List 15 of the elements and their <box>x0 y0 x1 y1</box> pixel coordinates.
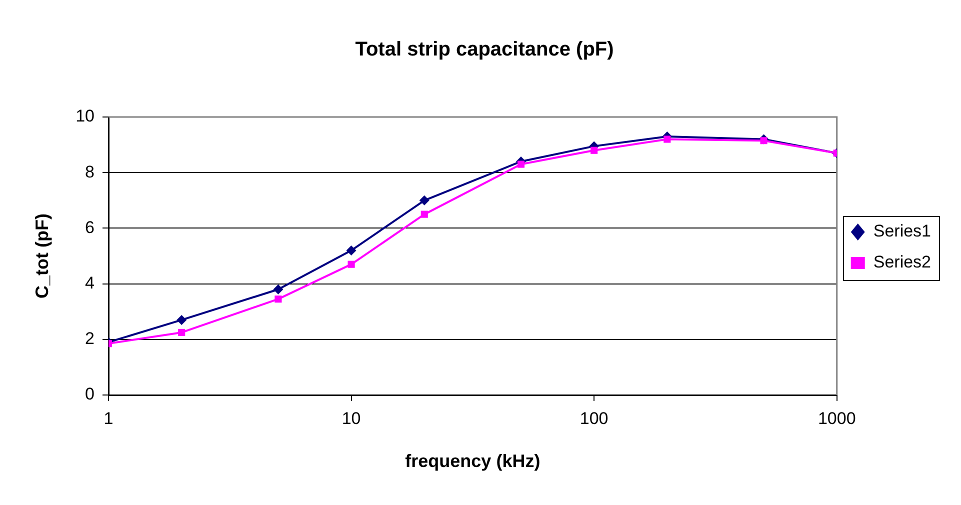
y-axis-title: C_tot (pF) <box>32 214 52 298</box>
y-tick-label: 10 <box>76 106 95 126</box>
x-tick-label: 10 <box>342 408 361 428</box>
legend-label: Series2 <box>873 252 931 272</box>
x-axis-title: frequency (kHz) <box>405 451 540 472</box>
y-tick-label: 0 <box>85 384 95 404</box>
x-tick-label: 100 <box>580 408 608 428</box>
y-tick-label: 4 <box>85 273 95 292</box>
x-tick-label: 1000 <box>818 408 856 428</box>
y-tick-label: 6 <box>85 218 95 237</box>
y-tick-label: 2 <box>85 329 95 348</box>
x-tick-label: 1 <box>104 408 114 428</box>
y-tick-label: 8 <box>85 162 95 182</box>
legend-label: Series1 <box>873 222 931 241</box>
chart-title: Total strip capacitance (pF) <box>355 38 614 61</box>
